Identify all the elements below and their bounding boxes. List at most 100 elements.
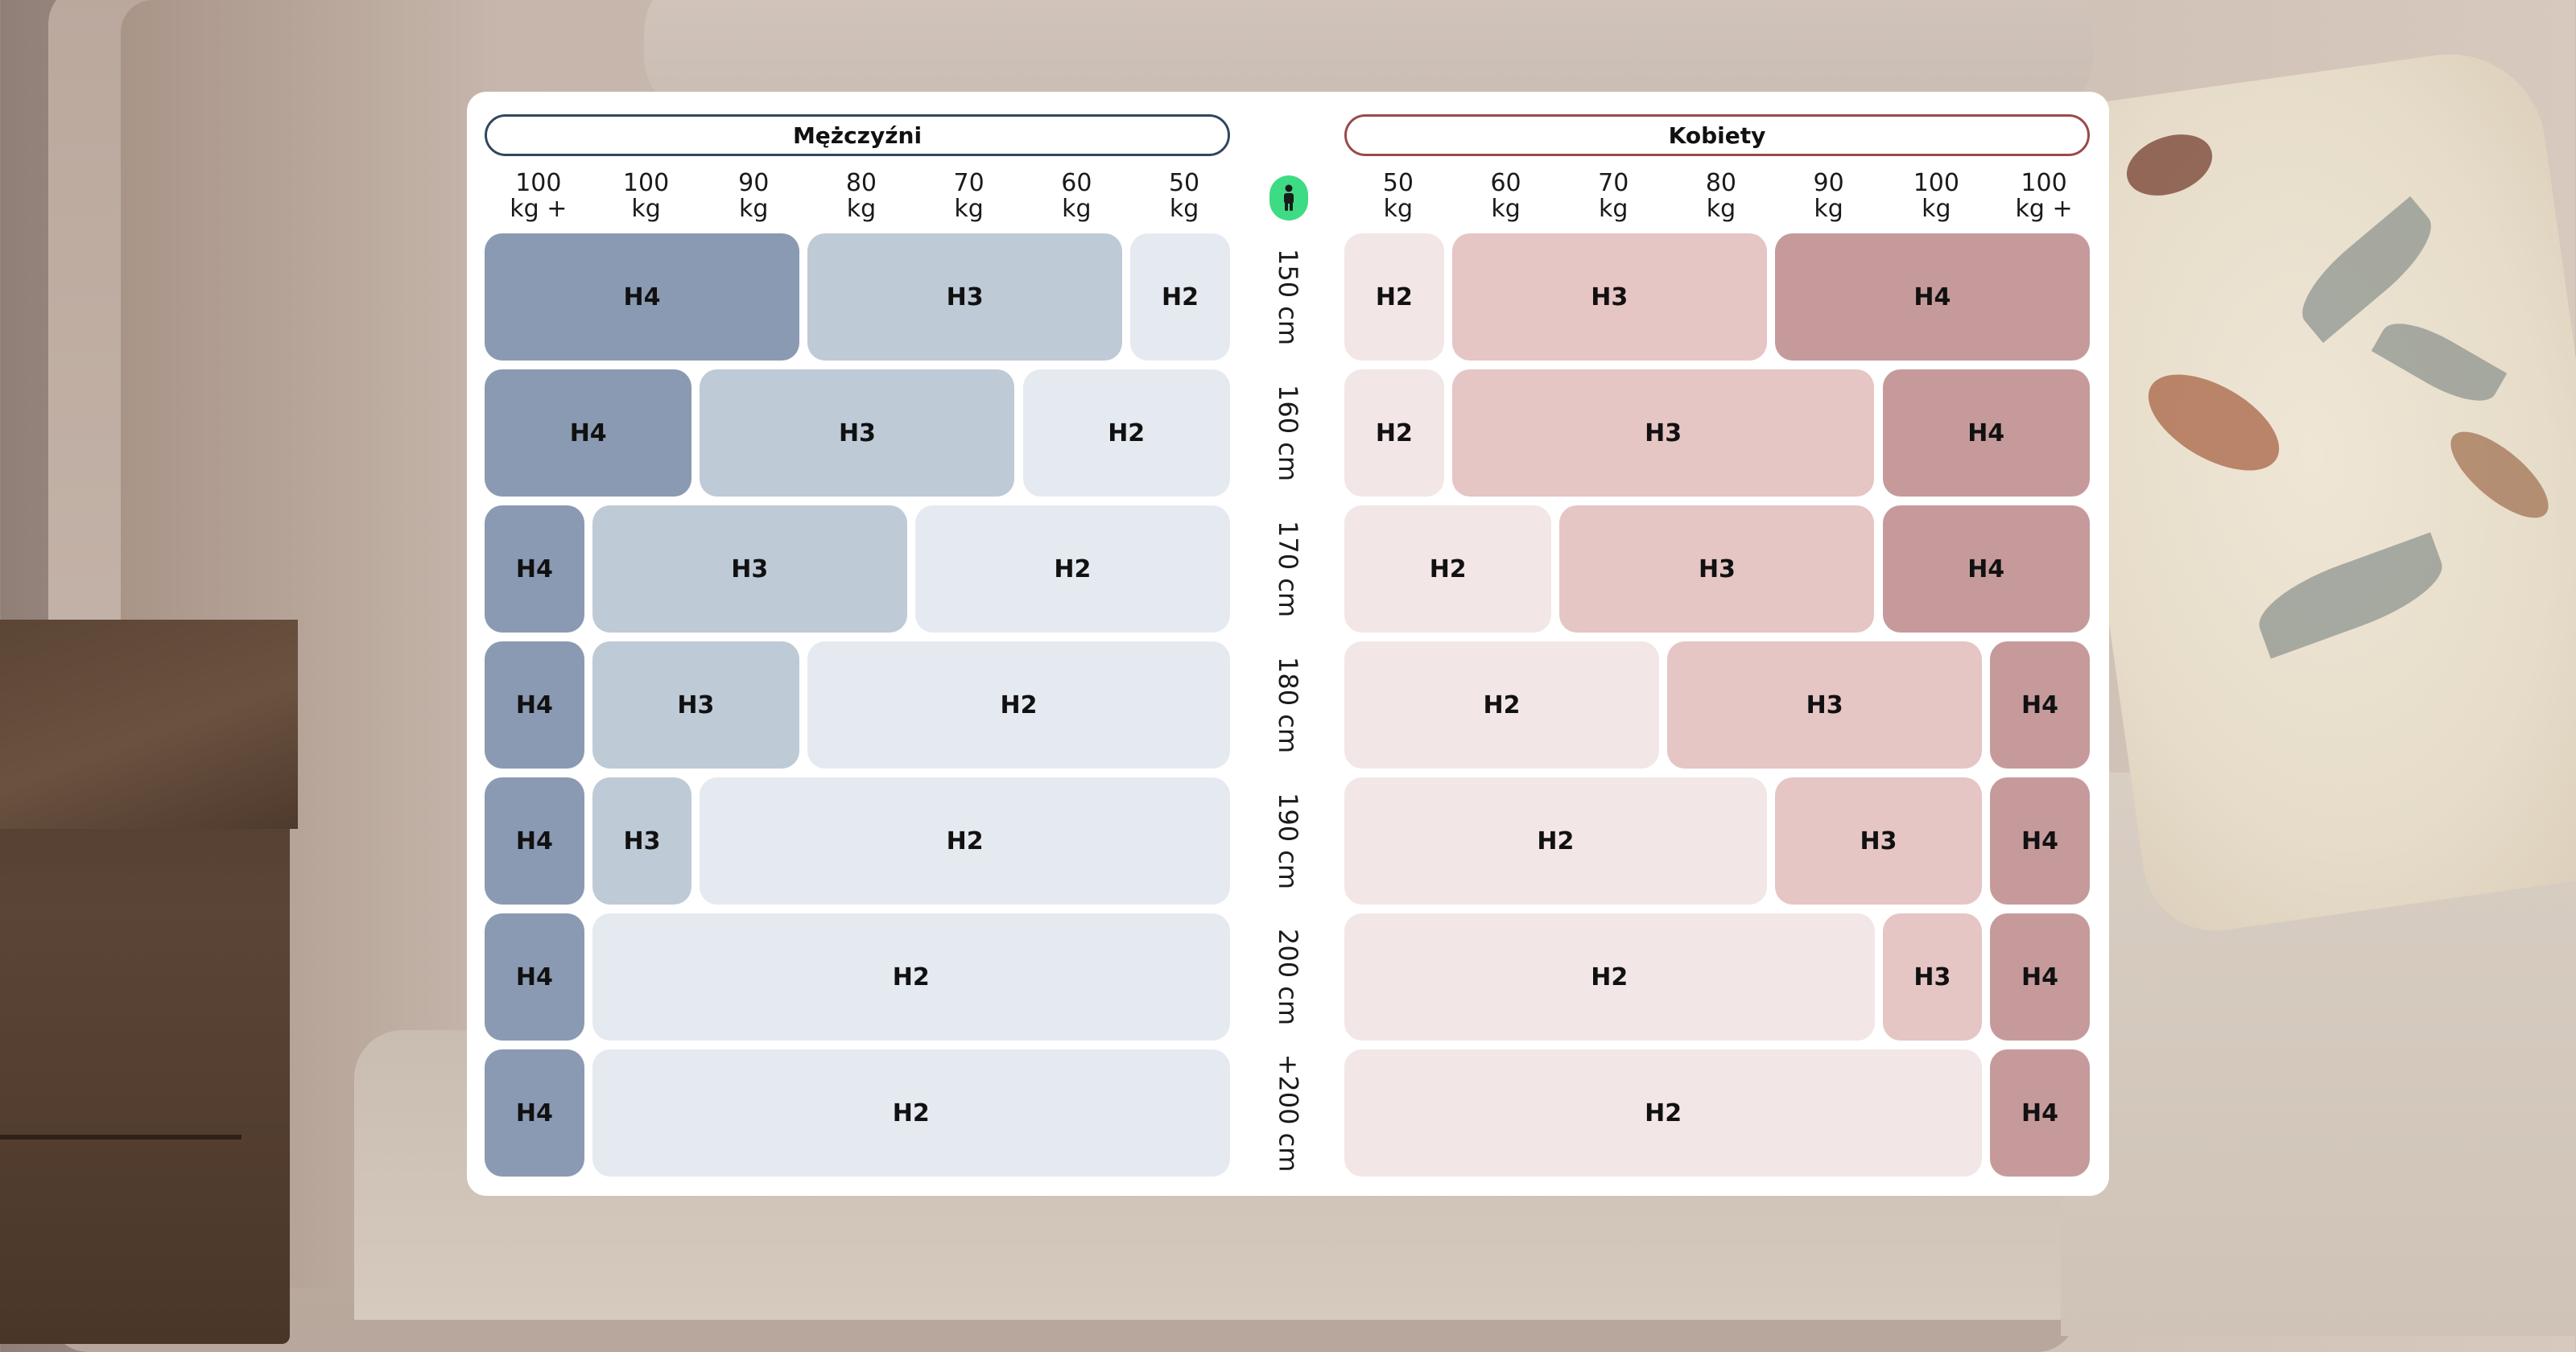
weight-unit: kg (1599, 195, 1629, 223)
person-icon (1284, 184, 1294, 211)
women-firmness-cell-h3: H3 (1667, 641, 1983, 769)
height-label: 180 cm (1248, 641, 1328, 769)
women-weight-label: 90 kg (1785, 171, 1873, 222)
women-firmness-cell-h4: H4 (1774, 233, 2090, 361)
height-label: +200 cm (1248, 1049, 1328, 1177)
women-firmness-cell-h4: H4 (1990, 641, 2090, 769)
men-firmness-cell-h3: H3 (592, 641, 800, 769)
weight-unit: kg (1814, 195, 1843, 223)
women-firmness-cell-h3: H3 (1451, 369, 1875, 497)
weight-value: 100 (515, 169, 562, 197)
men-firmness-cell-h2: H2 (807, 641, 1230, 769)
women-firmness-cell-h2: H2 (1344, 369, 1444, 497)
height-label: 170 cm (1248, 505, 1328, 633)
men-weight-label: 80 kg (817, 171, 906, 222)
women-firmness-cell-h2: H2 (1344, 505, 1552, 633)
background-drawer-line (0, 1135, 242, 1140)
women-firmness-cell-h2: H2 (1344, 641, 1660, 769)
men-firmness-cell-h3: H3 (807, 233, 1123, 361)
weight-value: 90 (1813, 169, 1844, 197)
men-firmness-cell-h2: H2 (592, 913, 1230, 1041)
women-weight-label: 50 kg (1354, 171, 1443, 222)
height-label-text: 200 cm (1273, 928, 1304, 1026)
weight-unit: kg (954, 195, 984, 223)
weight-unit: kg (1062, 195, 1092, 223)
men-firmness-cell-h2: H2 (1022, 369, 1230, 497)
background-nightstand-top (0, 620, 298, 829)
weight-value: 70 (953, 169, 985, 197)
men-firmness-cell-h2: H2 (700, 777, 1230, 905)
background-leaf-pattern (2248, 532, 2453, 659)
men-weight-label: 70 kg (925, 171, 1013, 222)
men-firmness-cell-h4: H4 (485, 505, 584, 633)
weight-unit: kg (1922, 195, 1951, 223)
women-weight-label: 70 kg (1569, 171, 1657, 222)
weight-value: 100 (622, 169, 670, 197)
men-firmness-cell-h2: H2 (1130, 233, 1230, 361)
men-firmness-cell-h4: H4 (485, 1049, 584, 1177)
height-label-text: 160 cm (1273, 384, 1304, 482)
men-firmness-cell-h4: H4 (485, 777, 584, 905)
weight-unit: kg (1169, 195, 1199, 223)
weight-unit: kg (1383, 195, 1414, 223)
height-label-text: 150 cm (1273, 248, 1304, 346)
weight-value: 100 (2021, 169, 2067, 197)
women-firmness-cell-h3: H3 (1559, 505, 1875, 633)
women-firmness-cell-h4: H4 (1990, 777, 2090, 905)
weight-unit: kg + (2015, 195, 2073, 223)
women-firmness-cell-h2: H2 (1344, 1049, 1983, 1177)
women-weight-label: 60 kg (1462, 171, 1550, 222)
men-weight-label: 60 kg (1032, 171, 1121, 222)
men-weight-label: 90 kg (709, 171, 798, 222)
weight-value: 90 (738, 169, 770, 197)
women-firmness-cell-h4: H4 (1882, 505, 2090, 633)
weight-value: 100 (1913, 169, 1959, 197)
weight-value: 60 (1061, 169, 1092, 197)
men-firmness-cell-h4: H4 (485, 913, 584, 1041)
women-firmness-cell-h3: H3 (1882, 913, 1983, 1041)
firmness-chart-card: Mężczyźni Kobiety 100 kg +100 kg 90 kg 80 kg 70… (467, 92, 2109, 1196)
women-section-title: Kobiety (1344, 114, 2090, 156)
women-weight-label: 80 kg (1677, 171, 1765, 222)
person-badge (1269, 175, 1308, 221)
weight-value: 80 (1705, 169, 1737, 197)
background-leaf-pattern (2371, 309, 2508, 415)
height-label-text: +200 cm (1273, 1053, 1304, 1173)
women-weight-label: 100 kg (1892, 171, 1980, 222)
height-label-text: 170 cm (1273, 520, 1304, 618)
women-firmness-cell-h3: H3 (1774, 777, 1983, 905)
height-label: 200 cm (1248, 913, 1328, 1041)
men-firmness-cell-h3: H3 (592, 505, 907, 633)
women-firmness-cell-h4: H4 (1882, 369, 2090, 497)
background-leaf-pattern (2286, 196, 2447, 344)
background-bed-right (2061, 773, 2576, 1336)
men-firmness-cell-h4: H4 (485, 369, 692, 497)
background-bird-pattern (2132, 355, 2295, 490)
height-label: 160 cm (1248, 369, 1328, 497)
women-firmness-cell-h3: H3 (1451, 233, 1767, 361)
weight-value: 50 (1382, 169, 1414, 197)
men-firmness-cell-h2: H2 (592, 1049, 1230, 1177)
weight-unit: kg (1491, 195, 1521, 223)
height-label-text: 180 cm (1273, 656, 1304, 754)
height-label-text: 190 cm (1273, 792, 1304, 890)
men-firmness-cell-h3: H3 (592, 777, 692, 905)
height-label: 190 cm (1248, 777, 1328, 905)
men-firmness-cell-h4: H4 (485, 233, 800, 361)
weight-unit: kg (846, 195, 877, 223)
weight-unit: kg + (510, 195, 568, 223)
women-firmness-cell-h2: H2 (1344, 913, 1875, 1041)
men-weight-label: 100 kg (602, 171, 691, 222)
weight-unit: kg (1706, 195, 1736, 223)
women-firmness-cell-h2: H2 (1344, 777, 1767, 905)
men-firmness-cell-h2: H2 (914, 505, 1230, 633)
height-label: 150 cm (1248, 233, 1328, 361)
women-firmness-cell-h4: H4 (1990, 913, 2090, 1041)
background-cushion (2037, 41, 2576, 941)
men-section-title: Mężczyźni (485, 114, 1230, 156)
weight-value: 60 (1490, 169, 1521, 197)
women-weight-label: 100 kg + (2000, 171, 2088, 222)
men-weight-label: 100 kg + (494, 171, 583, 222)
background-bird-pattern (2438, 417, 2562, 533)
weight-unit: kg (631, 195, 661, 223)
